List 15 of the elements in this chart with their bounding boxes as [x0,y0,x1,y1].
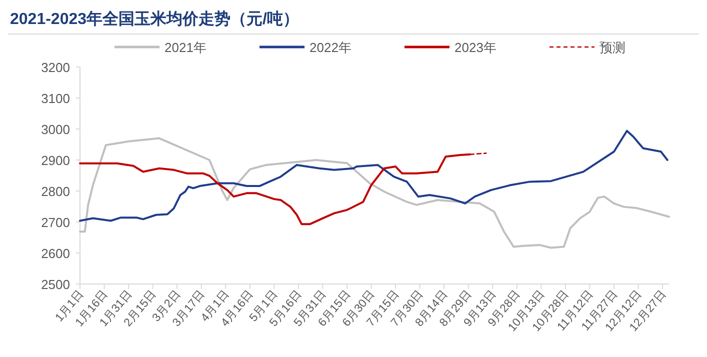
legend-label: 2022年 [310,40,352,55]
line-series [79,137,670,249]
legend-label: 2021年 [164,40,206,55]
y-tick-label: 2700 [41,215,70,230]
y-tick-label: 2900 [41,153,70,168]
legend-label: 2023年 [454,40,496,55]
y-tick-label: 2500 [41,277,70,292]
line-series [79,130,668,222]
y-tick-label: 3100 [41,91,70,106]
legend-label: 预测 [600,40,626,55]
y-tick-label: 2600 [41,246,70,261]
chart-title: 2021-2023年全国玉米均价走势（元/吨） [10,10,299,28]
y-tick-label: 3000 [41,122,70,137]
y-tick-label: 2800 [41,184,70,199]
y-tick-label: 3200 [41,60,70,75]
